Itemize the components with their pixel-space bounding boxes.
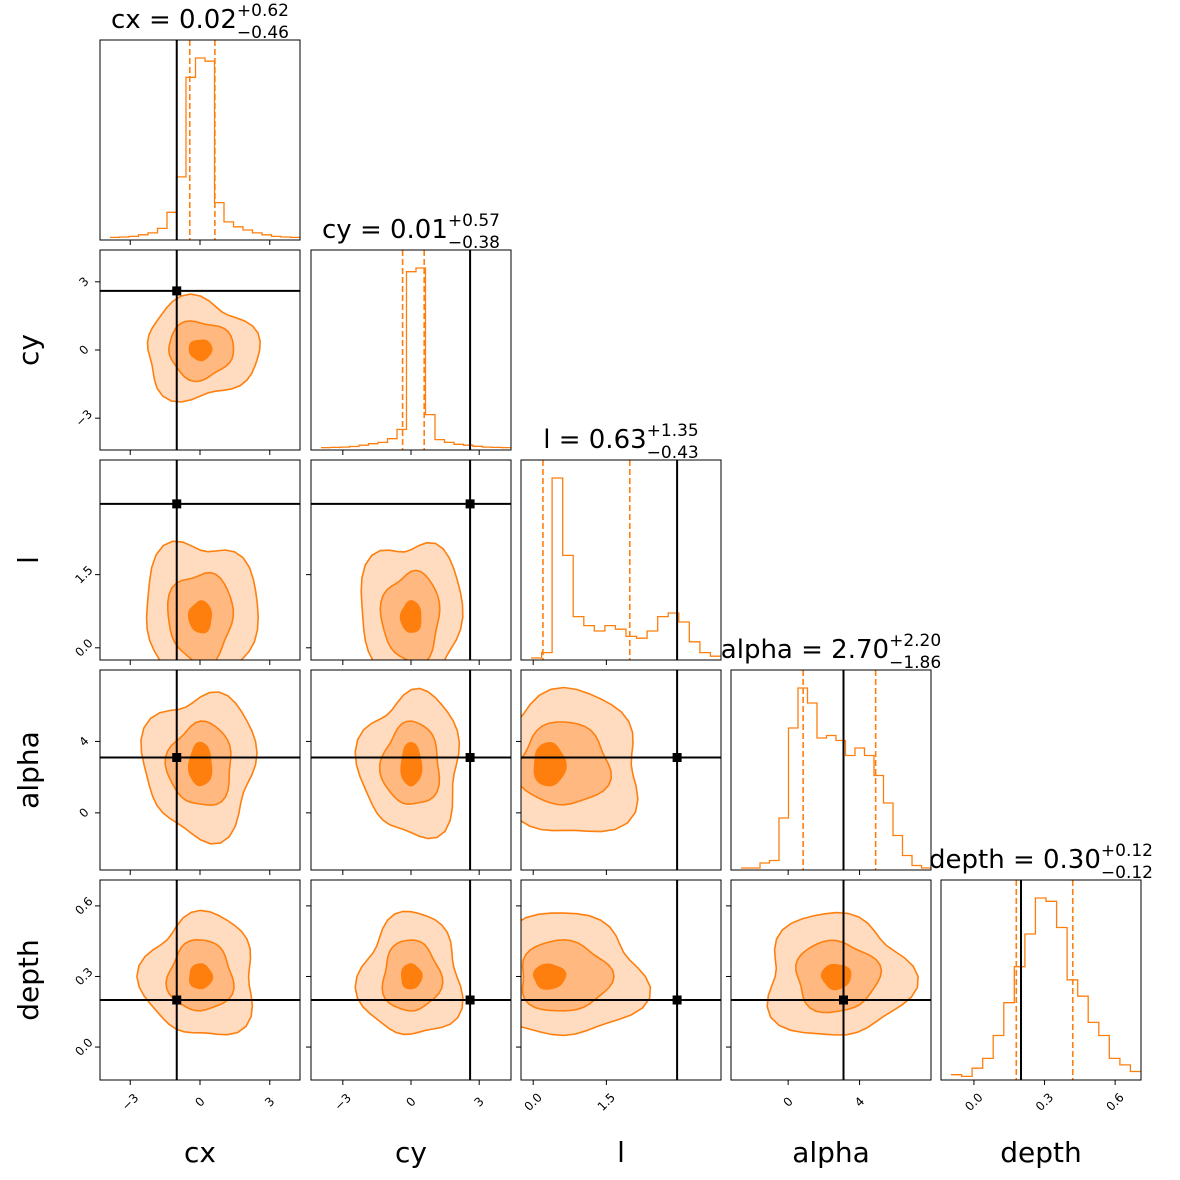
title-minus-cy: −0.38 bbox=[448, 233, 500, 253]
x-tick-label: 0.0 bbox=[521, 1090, 544, 1113]
truth-marker bbox=[172, 753, 182, 762]
contour-cx-alpha bbox=[100, 670, 300, 870]
panel-frame bbox=[520, 459, 722, 661]
x-tick-label: 0 bbox=[780, 1094, 795, 1109]
contour-level-3 bbox=[188, 339, 213, 362]
x-tick-label: 1.5 bbox=[595, 1090, 618, 1113]
contour-alpha-depth bbox=[731, 880, 931, 1080]
x-tick-label: 0 bbox=[192, 1094, 207, 1109]
title-l: l = 0.63+1.35 bbox=[543, 421, 699, 455]
y-axis-label-cy: cy bbox=[12, 334, 45, 366]
contour-level-3 bbox=[187, 741, 213, 787]
histogram-step-cy bbox=[321, 267, 511, 449]
truth-marker bbox=[172, 995, 182, 1005]
panel-frame bbox=[310, 249, 512, 451]
contour-cx-depth bbox=[100, 880, 300, 1080]
y-tick-label: 4 bbox=[76, 734, 91, 749]
title-depth: depth = 0.30+0.12 bbox=[929, 841, 1153, 875]
contour-l-alpha bbox=[521, 670, 721, 870]
y-axis-label-l: l bbox=[12, 556, 45, 564]
title-cy: cy = 0.01+0.57 bbox=[322, 211, 500, 245]
title-minus-alpha: −1.86 bbox=[889, 653, 941, 673]
title-minus-depth: −0.12 bbox=[1101, 863, 1153, 883]
histogram-step-alpha bbox=[741, 687, 931, 869]
x-axis-label-l: l bbox=[617, 1136, 625, 1169]
x-tick-label: 0 bbox=[403, 1094, 418, 1109]
histogram-cy bbox=[321, 250, 511, 450]
histogram-alpha bbox=[741, 670, 931, 870]
panel-frame bbox=[99, 39, 301, 241]
y-tick-label: 0.6 bbox=[72, 894, 95, 917]
panel-frame bbox=[940, 879, 1142, 1081]
histogram-depth bbox=[951, 880, 1141, 1080]
truth-marker bbox=[839, 995, 848, 1005]
title-cx: cx = 0.02+0.62 bbox=[111, 1, 289, 35]
truth-marker bbox=[672, 995, 682, 1005]
title-minus-cx: −0.46 bbox=[237, 23, 289, 43]
contour-level-3 bbox=[532, 963, 567, 990]
truth-marker bbox=[172, 286, 182, 296]
x-tick-label: −3 bbox=[119, 1091, 141, 1113]
x-tick-label: 3 bbox=[472, 1094, 487, 1109]
histogram-step-l bbox=[531, 477, 721, 659]
y-tick-label: −3 bbox=[73, 407, 95, 429]
x-axis-label-alpha: alpha bbox=[792, 1136, 870, 1169]
y-tick-label: 3 bbox=[76, 274, 91, 289]
x-axis-label-depth: depth bbox=[1000, 1136, 1082, 1169]
x-axis-label-cy: cy bbox=[395, 1136, 427, 1169]
truth-marker bbox=[172, 499, 182, 509]
truth-marker bbox=[465, 499, 475, 509]
panel-frame bbox=[520, 669, 722, 871]
contour-cy-alpha bbox=[311, 670, 511, 870]
truth-marker bbox=[672, 753, 682, 762]
truth-marker bbox=[465, 753, 475, 762]
title-minus-l: −0.43 bbox=[647, 443, 699, 463]
panel-frame bbox=[730, 669, 932, 871]
x-tick-label: 0.6 bbox=[1103, 1090, 1126, 1113]
y-tick-label: 1.5 bbox=[72, 563, 95, 586]
y-tick-label: 0.0 bbox=[72, 636, 95, 659]
contour-cx-l bbox=[100, 460, 300, 660]
x-tick-label: 0.3 bbox=[1033, 1090, 1056, 1113]
x-tick-label: 4 bbox=[852, 1094, 867, 1109]
panel-frame bbox=[520, 879, 722, 1081]
histogram-step-cx bbox=[110, 57, 300, 239]
contour-level-3 bbox=[533, 741, 567, 787]
contour-level-2 bbox=[521, 938, 615, 1012]
y-tick-label: 0.0 bbox=[72, 1035, 95, 1058]
contour-level-3 bbox=[401, 963, 423, 990]
histogram-l bbox=[531, 460, 721, 660]
contour-l-depth bbox=[521, 880, 721, 1080]
histogram-cx bbox=[110, 40, 300, 240]
x-tick-label: −3 bbox=[332, 1091, 354, 1113]
panel-frame bbox=[730, 879, 932, 1081]
y-tick-label: 0 bbox=[76, 805, 91, 820]
y-tick-label: 0.3 bbox=[72, 965, 95, 988]
x-axis-label-cx: cx bbox=[184, 1136, 216, 1169]
contour-cx-cy bbox=[100, 250, 300, 450]
histogram-step-depth bbox=[951, 897, 1141, 1078]
y-axis-label-alpha: alpha bbox=[12, 731, 45, 809]
contour-cy-depth bbox=[311, 880, 511, 1080]
y-axis-label-depth: depth bbox=[12, 939, 45, 1021]
y-tick-label: 0 bbox=[76, 342, 91, 357]
x-tick-label: 0.0 bbox=[962, 1090, 985, 1113]
truth-marker bbox=[465, 995, 475, 1005]
contour-cy-l bbox=[311, 460, 511, 660]
contour-level-3 bbox=[400, 741, 423, 787]
contour-level-3 bbox=[187, 600, 213, 634]
contour-level-3 bbox=[399, 599, 422, 633]
title-alpha: alpha = 2.70+2.20 bbox=[721, 631, 941, 665]
x-tick-label: 3 bbox=[262, 1094, 277, 1109]
contour-level-3 bbox=[188, 963, 214, 990]
